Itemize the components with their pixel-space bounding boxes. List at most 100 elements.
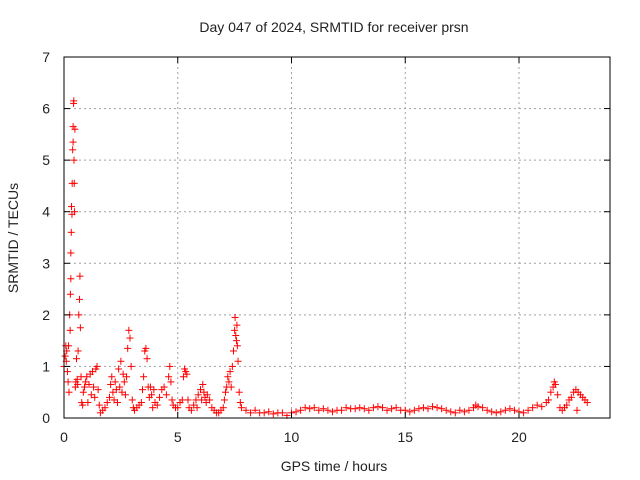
data-point xyxy=(66,326,74,334)
grid-lines xyxy=(64,57,610,418)
axis-ticks xyxy=(63,56,610,419)
data-point xyxy=(392,404,400,412)
data-point xyxy=(237,404,245,412)
data-point xyxy=(365,406,373,414)
data-point xyxy=(125,326,133,334)
chart-title: Day 047 of 2024, SRMTID for receiver prs… xyxy=(199,19,468,35)
data-point xyxy=(231,326,239,334)
data-point xyxy=(429,403,437,411)
y-tick-label: 5 xyxy=(42,152,50,168)
plot-frame xyxy=(63,56,611,419)
data-point xyxy=(203,391,211,399)
data-point xyxy=(545,396,553,404)
data-points xyxy=(60,97,591,419)
data-point xyxy=(80,383,88,391)
data-point xyxy=(319,405,327,413)
data-point xyxy=(70,97,78,105)
data-point xyxy=(71,125,79,133)
x-tick-label: 15 xyxy=(397,429,413,445)
data-point xyxy=(73,355,81,363)
data-point xyxy=(138,386,146,394)
y-tick-label: 2 xyxy=(42,307,50,323)
data-point xyxy=(106,393,113,401)
data-point xyxy=(310,404,318,412)
data-point xyxy=(95,401,103,409)
data-point xyxy=(93,362,101,370)
data-point xyxy=(115,365,123,373)
data-point xyxy=(438,405,446,413)
data-point xyxy=(260,409,268,417)
data-point xyxy=(342,404,350,412)
data-point xyxy=(174,404,182,412)
y-tick-label: 0 xyxy=(42,410,50,426)
data-point xyxy=(66,290,74,298)
data-point xyxy=(229,347,237,355)
data-point xyxy=(166,362,174,370)
data-point xyxy=(67,228,75,236)
data-point xyxy=(128,396,136,404)
data-point xyxy=(374,403,382,411)
y-tick-label: 1 xyxy=(42,358,50,374)
data-point xyxy=(447,408,455,416)
data-point xyxy=(410,406,418,414)
data-point xyxy=(269,410,277,418)
data-point xyxy=(120,378,128,386)
data-point xyxy=(351,405,359,413)
data-point xyxy=(108,373,116,381)
data-point xyxy=(234,357,242,365)
data-point xyxy=(75,295,83,303)
data-point xyxy=(551,380,559,388)
data-point xyxy=(497,408,505,416)
x-tick-label: 5 xyxy=(174,429,182,445)
data-point xyxy=(107,380,115,388)
data-point xyxy=(64,378,72,386)
data-point xyxy=(167,378,175,386)
data-point xyxy=(474,403,482,411)
data-point xyxy=(231,313,239,321)
x-tick-label: 10 xyxy=(284,429,300,445)
data-point xyxy=(297,406,305,414)
x-tick-label: 20 xyxy=(511,429,527,445)
data-point xyxy=(292,408,300,416)
data-point xyxy=(70,179,78,187)
data-point xyxy=(193,404,201,412)
data-point xyxy=(222,388,230,396)
data-point xyxy=(510,406,518,414)
data-point xyxy=(220,396,228,404)
data-point xyxy=(101,404,109,412)
data-point xyxy=(247,409,255,417)
data-point xyxy=(74,347,82,355)
data-point xyxy=(460,408,468,416)
data-point xyxy=(226,368,234,376)
data-point xyxy=(233,321,241,329)
data-point xyxy=(224,373,232,381)
data-point xyxy=(227,383,235,391)
data-point xyxy=(76,272,84,280)
data-point xyxy=(242,406,250,414)
data-point xyxy=(116,383,124,391)
data-point xyxy=(529,404,537,412)
data-point xyxy=(388,405,396,413)
data-point xyxy=(153,401,161,409)
data-point xyxy=(184,396,192,404)
data-point xyxy=(127,362,135,370)
data-point xyxy=(148,391,156,399)
data-point xyxy=(79,401,87,409)
data-point xyxy=(492,409,500,417)
data-point xyxy=(67,249,75,257)
y-tick-label: 3 xyxy=(42,255,50,271)
data-point xyxy=(199,380,207,388)
data-point xyxy=(324,406,332,414)
data-point xyxy=(117,357,125,365)
data-point xyxy=(506,405,514,413)
data-point xyxy=(328,408,336,416)
data-point xyxy=(567,393,575,401)
data-point xyxy=(137,399,145,407)
data-point xyxy=(265,408,273,416)
data-point xyxy=(67,275,75,283)
data-point xyxy=(61,352,69,360)
data-point xyxy=(219,404,227,412)
data-point xyxy=(406,408,414,416)
